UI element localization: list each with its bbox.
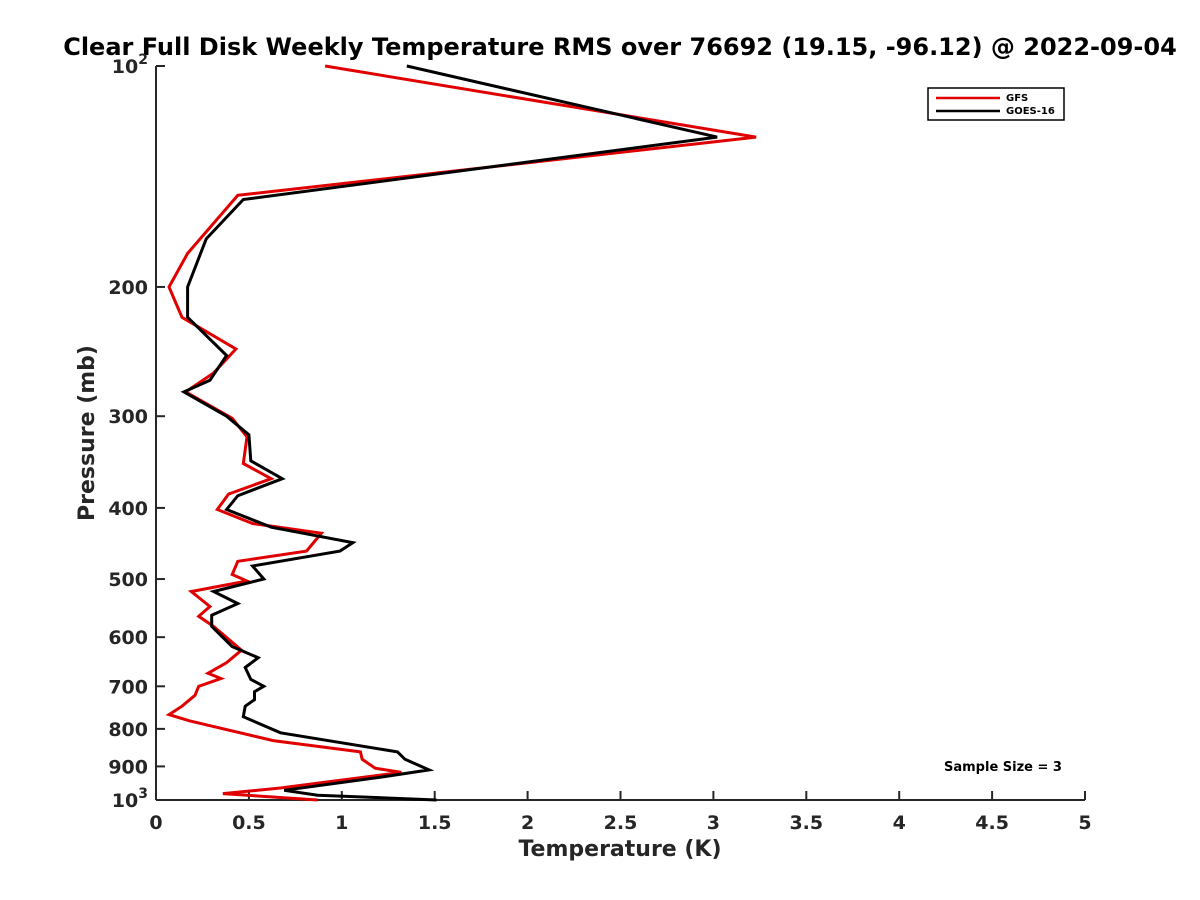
y-tick-label: 400 xyxy=(108,498,148,520)
series-layer xyxy=(165,64,757,802)
x-axis-label: Temperature (K) xyxy=(518,837,721,862)
y-tick-label: 200 xyxy=(108,277,148,299)
y-tick-label: 102 xyxy=(112,52,148,78)
y-axis-label: Pressure (mb) xyxy=(75,345,100,521)
y-tick-label: 700 xyxy=(108,676,148,698)
x-axis-ticks: 0 0.5 1 1.5 2 2.5 3 3.5 4 4.5 5 xyxy=(149,791,1092,834)
x-tick-label: 0.5 xyxy=(232,812,266,834)
x-tick-label: 5 xyxy=(1078,812,1091,834)
x-tick-label: 3 xyxy=(707,812,720,834)
sample-size-annotation: Sample Size = 3 xyxy=(944,760,1062,775)
chart-title: Clear Full Disk Weekly Temperature RMS o… xyxy=(63,33,1177,61)
x-tick-label: 1 xyxy=(335,812,348,834)
x-tick-label: 2.5 xyxy=(604,812,638,834)
x-tick-label: 2 xyxy=(521,812,534,834)
x-tick-label: 0 xyxy=(149,812,162,834)
y-tick-label: 600 xyxy=(108,627,148,649)
series-line-goes-16 xyxy=(180,64,718,802)
y-tick-label: 500 xyxy=(108,569,148,591)
x-tick-label: 1.5 xyxy=(418,812,452,834)
x-tick-label: 4.5 xyxy=(975,812,1009,834)
legend-label-goes-16: GOES-16 xyxy=(1006,106,1055,117)
y-tick-label: 900 xyxy=(108,756,148,778)
y-tick-label: 103 xyxy=(112,786,148,812)
y-axis-ticks: 102 200 300 400 500 600 700 800 900 103 xyxy=(108,52,165,812)
legend-label-gfs: GFS xyxy=(1006,93,1028,104)
y-tick-label: 800 xyxy=(108,719,148,741)
x-tick-label: 3.5 xyxy=(789,812,823,834)
y-tick-label: 300 xyxy=(108,406,148,428)
legend-box xyxy=(927,87,1065,121)
x-tick-label: 4 xyxy=(893,812,906,834)
legend: GFS GOES-16 xyxy=(927,87,1065,121)
